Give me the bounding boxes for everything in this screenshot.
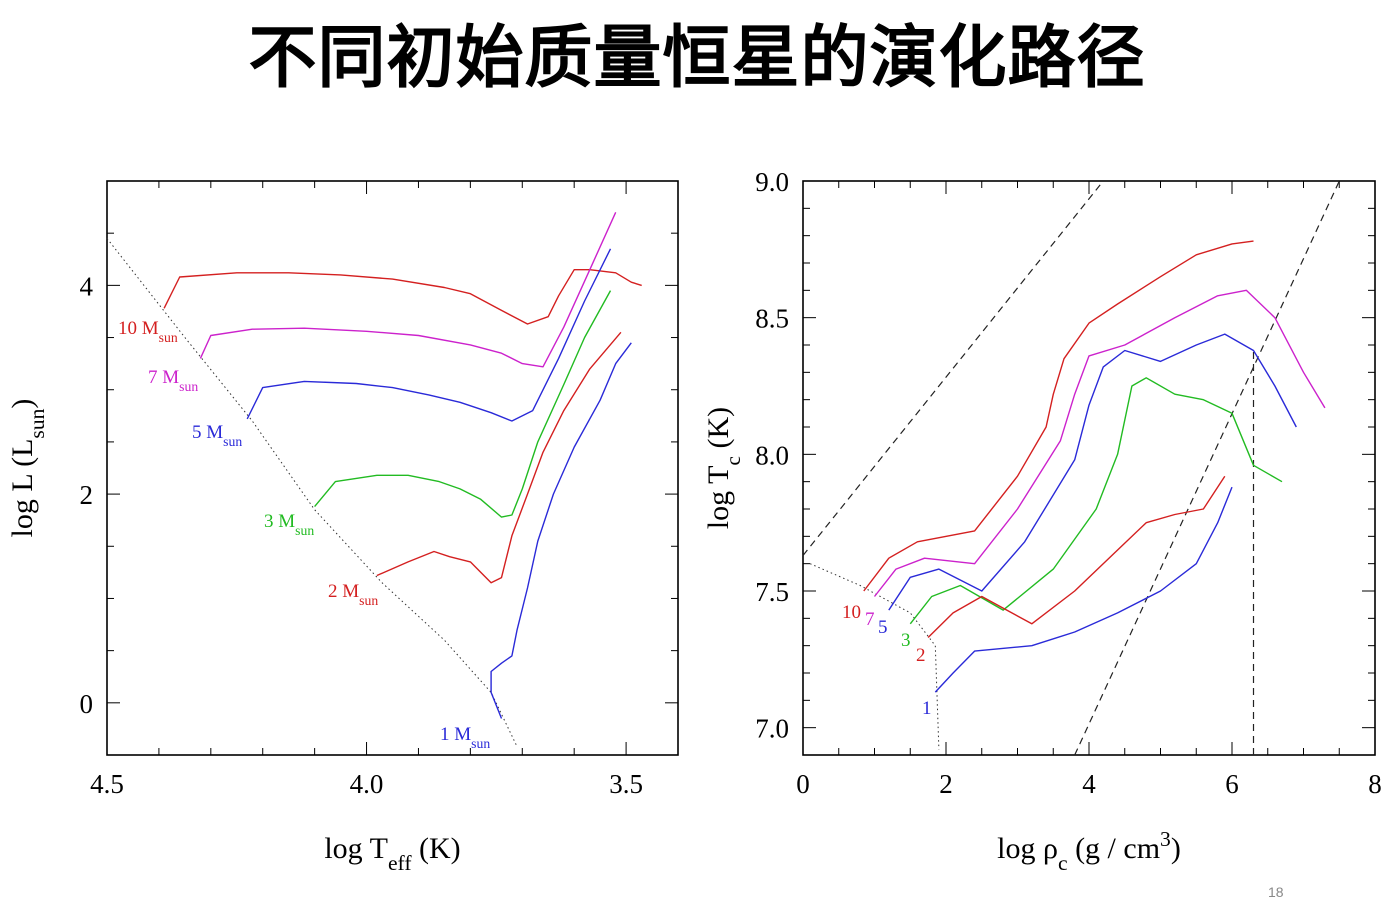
- rho-y-tick-label: 8.5: [755, 304, 789, 334]
- rho-y-tick-label: 7.0: [755, 714, 789, 744]
- rho-panel: 0 2 4 6 8 7.0 7.5 8.0 8.5 9.0 log ρc (g / cm3) log …: [702, 167, 1382, 875]
- hr-x-tick-label: 4.0: [350, 769, 384, 799]
- label-3-msun: 3 Msun: [264, 511, 314, 538]
- rho-y-tick-label: 7.5: [755, 577, 789, 607]
- hr-plot-frame: [106, 180, 679, 756]
- track-7-msun: [199, 212, 617, 368]
- track-3-msun: [314, 290, 612, 518]
- label-7-msun: 7 Msun: [148, 367, 198, 394]
- label-10-mass: 10: [842, 602, 861, 623]
- hr-panel: 4.5 4.0 3.5 0 2 4 log Teff (K) log L (Lsun): [6, 180, 679, 875]
- rho-x-tick-label: 6: [1225, 769, 1239, 799]
- label-2-msun: 2 Msun: [328, 581, 378, 608]
- hr-y-tick-label: 4: [80, 271, 94, 301]
- dashed-guide-line: [1074, 180, 1340, 756]
- label-5-mass: 5: [878, 617, 888, 638]
- hr-x-axis-label: log Teff (K): [324, 832, 460, 875]
- label-1-mass: 1: [922, 698, 932, 719]
- track-3-msun: [909, 377, 1283, 625]
- hr-x-tick-label: 4.5: [90, 769, 124, 799]
- hr-x-tick-label: 3.5: [609, 769, 643, 799]
- zams-dotted-line: [106, 238, 518, 747]
- rho-plot-frame: [802, 180, 1376, 756]
- track-10-msun: [863, 240, 1254, 592]
- zams-dotted-line: [809, 563, 940, 750]
- page-number: 18: [1268, 884, 1284, 900]
- track-1-msun: [490, 342, 632, 719]
- track-5-msun: [246, 248, 612, 422]
- label-10-msun: 10 Msun: [118, 318, 178, 345]
- track-2-msun: [376, 331, 622, 584]
- label-1-msun: 1 Msun: [440, 724, 490, 751]
- rho-x-axis-label: log ρc (g / cm3): [997, 827, 1181, 875]
- hr-y-tick-label: 2: [80, 480, 94, 510]
- rho-x-tick-label: 4: [1082, 769, 1096, 799]
- track-1-msun: [934, 486, 1233, 693]
- track-2-msun: [927, 475, 1226, 638]
- label-3-mass: 3: [901, 630, 911, 651]
- rho-x-tick-label: 8: [1368, 769, 1382, 799]
- hr-y-axis-label: log L (Lsun): [6, 399, 49, 538]
- dashed-guide-line: [802, 180, 1104, 556]
- slide-title: 不同初始质量恒星的演化路径: [248, 19, 1146, 98]
- rho-y-axis-label: log Tc (K): [702, 407, 745, 529]
- track-10-msun: [163, 269, 642, 325]
- rho-y-tick-label: 8.0: [755, 440, 789, 470]
- rho-y-tick-label: 9.0: [755, 167, 789, 197]
- hr-y-tick-label: 0: [80, 689, 94, 719]
- track-7-msun: [873, 289, 1326, 597]
- rho-x-tick-label: 0: [796, 769, 810, 799]
- label-2-mass: 2: [916, 645, 926, 666]
- label-5-msun: 5 Msun: [192, 422, 242, 449]
- track-5-msun: [888, 333, 1297, 611]
- label-7-mass: 7: [865, 609, 875, 630]
- rho-x-tick-label: 2: [939, 769, 953, 799]
